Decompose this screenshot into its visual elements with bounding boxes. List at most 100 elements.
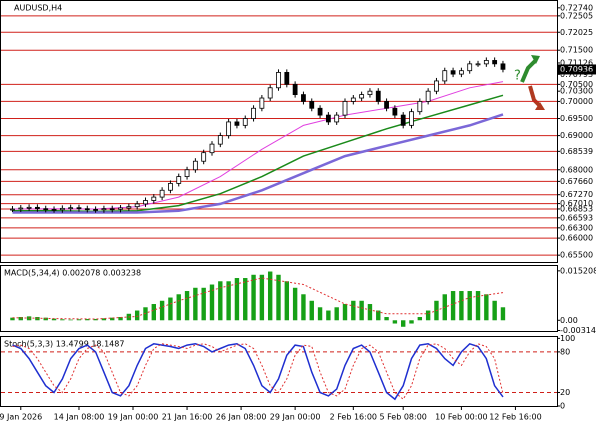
macd-bar	[168, 297, 173, 321]
up-arrow	[520, 58, 538, 83]
macd-signal	[12, 277, 504, 320]
y-tick-label: 0.70000	[560, 97, 593, 106]
x-tick-label: 2 Feb 16:00	[330, 413, 377, 422]
macd-bar	[475, 291, 481, 321]
candle-body	[467, 63, 473, 72]
macd-bar	[334, 307, 339, 321]
candle-body	[201, 152, 207, 162]
macd-bar	[276, 274, 281, 321]
macd-bar	[184, 291, 190, 321]
candle-body	[384, 101, 389, 109]
candle-body	[26, 206, 32, 209]
macd-bar	[301, 294, 306, 321]
macd-bar	[68, 319, 73, 321]
down-arrow	[528, 85, 542, 108]
candle-body	[317, 107, 323, 116]
candle-body	[450, 70, 456, 75]
y-tick-label: 0.70936	[560, 65, 593, 74]
candle-body	[417, 101, 423, 113]
forecast-arrows: ?	[514, 55, 545, 110]
candle-body	[234, 121, 240, 126]
macd-bar	[93, 318, 98, 321]
stoch-line	[12, 343, 504, 400]
y-tick-label: 0.65500	[560, 251, 593, 260]
macd-bar	[376, 310, 381, 321]
y-tick-label: 0.72025	[560, 28, 593, 37]
macd-bar	[159, 300, 165, 321]
candle-body	[134, 203, 140, 208]
macd-bar	[101, 318, 107, 321]
candle-body	[301, 94, 306, 102]
candle-body	[475, 63, 481, 66]
stoch-panel	[0, 336, 558, 407]
macd-bar	[292, 287, 298, 321]
macd-bar	[218, 281, 223, 321]
y-tick-label: 0.72505	[560, 11, 593, 20]
macd-bar	[359, 300, 364, 321]
y-tick-label: 0.70793	[560, 70, 593, 79]
macd-bar	[201, 287, 206, 321]
macd-bar	[226, 281, 231, 321]
x-tick-label: 9 Jan 2026	[0, 413, 42, 422]
y-tick-label: 0.70500	[560, 80, 593, 89]
price-panel	[0, 0, 558, 263]
y-tick-label: 0.00	[560, 316, 578, 325]
candle-body	[151, 196, 157, 201]
candle-body	[192, 160, 198, 171]
macd-bar	[18, 317, 23, 321]
x-tick-label: 14 Jan 08:00	[54, 413, 105, 422]
candle-body	[325, 114, 331, 123]
candle-body	[367, 90, 373, 96]
macd-panel	[0, 265, 558, 332]
moving-average	[12, 113, 504, 214]
macd-bar	[85, 318, 90, 321]
y-tick-label: 80	[560, 347, 570, 356]
down-arrow-head	[535, 102, 545, 110]
macd-bar	[326, 310, 331, 321]
macd-bar	[342, 304, 348, 321]
macd-bar	[151, 304, 156, 321]
candle-body	[409, 111, 414, 126]
y-tick-label: 0.66300	[560, 223, 593, 232]
candle-body	[292, 83, 298, 96]
candle-body	[276, 71, 281, 89]
candle-body	[35, 206, 40, 210]
macd-bar	[60, 319, 65, 321]
y-tick-label: 0.66593	[560, 213, 593, 222]
x-tick-label: 5 Feb 08:00	[379, 413, 426, 422]
macd-bar	[51, 318, 57, 321]
current-price-box	[558, 64, 596, 75]
candle-body	[259, 97, 265, 109]
y-tick-label: 0.67270	[560, 190, 593, 199]
candle-body	[434, 80, 439, 92]
y-tick-label: 0.66853	[560, 204, 593, 213]
macd-bar	[409, 320, 414, 324]
candle-body	[350, 97, 356, 102]
candle-body	[483, 60, 489, 65]
macd-bar	[118, 317, 123, 321]
y-tick-label: 0.69500	[560, 114, 593, 123]
candle-body	[442, 70, 448, 82]
y-tick-label: 0.68539	[560, 147, 593, 156]
candle-body	[51, 208, 57, 211]
candle-body	[84, 208, 90, 211]
macd-bar	[450, 291, 456, 321]
panel-title: MACD(5,34,4) 0.002078 0.003238	[4, 269, 141, 278]
y-tick-label: 0.71126	[560, 58, 593, 67]
panel-title: Stoch(5,3,3) 13.4799 18.1487	[4, 340, 124, 349]
macd-bar	[500, 307, 506, 321]
y-tick-label: 0.71500	[560, 46, 593, 55]
moving-average	[12, 94, 504, 213]
candle-body	[76, 207, 82, 210]
y-tick-label: 0.015208	[560, 266, 596, 275]
y-tick-label: 0.68000	[560, 165, 593, 174]
candle-body	[109, 208, 115, 211]
x-tick-label: 26 Jan 08:00	[216, 413, 267, 422]
panel-title: AUDUSD,H4	[14, 4, 62, 13]
macd-bar	[43, 317, 48, 321]
macd-bar	[176, 294, 181, 321]
candle-body	[342, 101, 348, 116]
candle-body	[168, 183, 173, 191]
candle-body	[492, 60, 498, 65]
x-tick-label: 21 Jan 16:00	[162, 413, 213, 422]
